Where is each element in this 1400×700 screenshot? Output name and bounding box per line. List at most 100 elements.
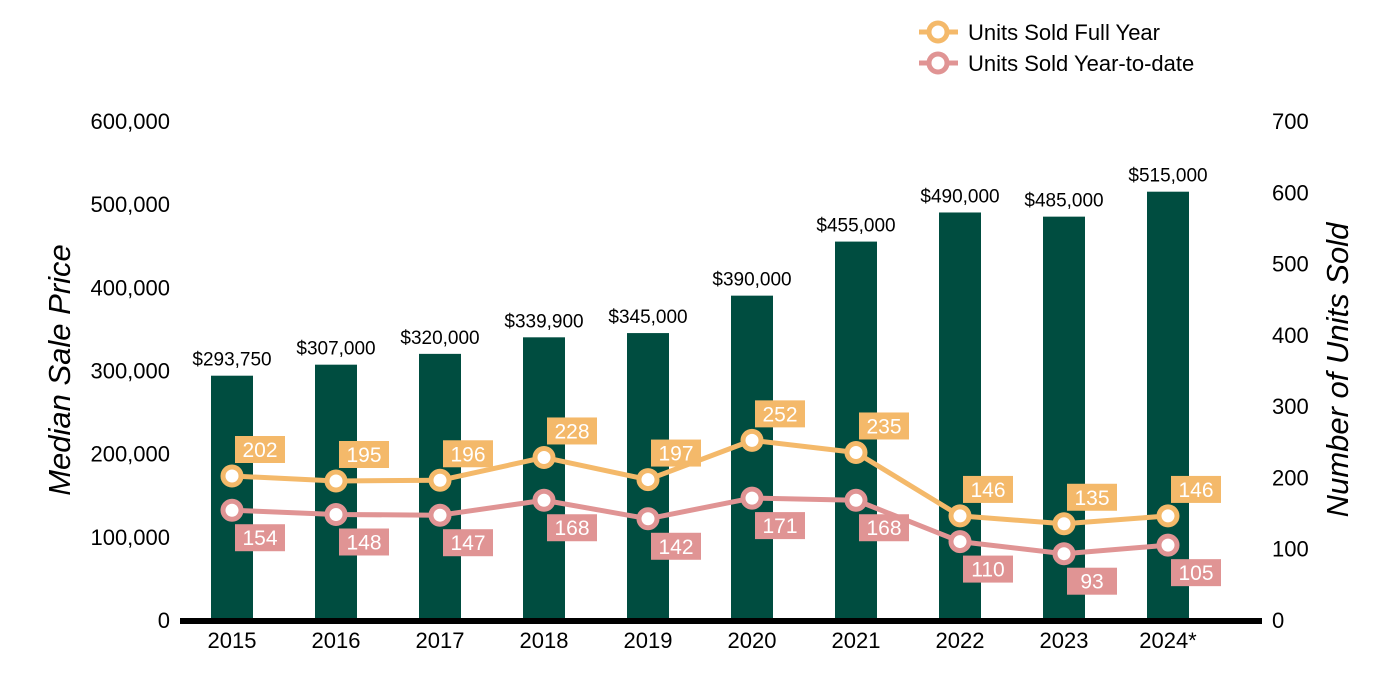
line-value-label: 148 [346, 531, 381, 554]
x-tick-label: 2023 [1040, 628, 1089, 653]
y2-tick-label: 300 [1272, 394, 1309, 419]
x-tick-label: 2019 [624, 628, 673, 653]
line-point [1052, 542, 1076, 566]
line-point [636, 507, 660, 531]
line-value-label: 93 [1080, 571, 1103, 594]
line-value-box [755, 400, 805, 428]
y2-tick-label: 700 [1272, 109, 1309, 134]
line-value-box [963, 555, 1013, 583]
bar-value-label: $320,000 [400, 328, 479, 349]
line-point [428, 503, 452, 527]
line-point [844, 488, 868, 512]
line-point [844, 440, 868, 464]
x-tick-label: 2015 [208, 628, 257, 653]
y2-tick-label: 400 [1272, 323, 1309, 348]
line-value-box [1067, 567, 1117, 595]
x-tick-label: 2018 [520, 628, 569, 653]
line-point [636, 468, 660, 492]
line-value-box [1067, 483, 1117, 511]
line-value-box [963, 475, 1013, 503]
bar-value-label: $345,000 [608, 307, 687, 328]
legend-swatch-marker [926, 51, 950, 75]
line-value-box [235, 524, 285, 552]
line-value-box [339, 528, 389, 556]
y2-tick-label: 0 [1272, 608, 1284, 633]
line-value-label: 146 [970, 479, 1005, 502]
line-value-label: 197 [658, 443, 693, 466]
line-value-box [651, 439, 701, 467]
series-line [231, 495, 1169, 557]
bar-value-label: $307,000 [296, 339, 375, 360]
line-value-label: 146 [1178, 479, 1213, 502]
bar [211, 375, 253, 620]
line-value-label: 168 [554, 517, 589, 540]
line-value-label: 228 [554, 420, 589, 443]
line-value-label: 235 [866, 415, 901, 438]
line-point [1052, 512, 1076, 536]
line-point [532, 445, 556, 469]
line-value-label: 168 [866, 517, 901, 540]
x-tick-label: 2017 [416, 628, 465, 653]
bar-value-label: $455,000 [816, 216, 895, 237]
bar-value-label: $490,000 [920, 186, 999, 207]
line-value-label: 154 [242, 527, 277, 550]
line-point [532, 488, 556, 512]
line-point [220, 464, 244, 488]
y-tick-label: 600,000 [90, 109, 170, 134]
bar-value-label: $515,000 [1128, 166, 1207, 187]
legend-swatch-marker [926, 20, 950, 44]
line-value-label: 110 [971, 559, 1004, 582]
bar-value-label: $293,750 [192, 350, 271, 371]
line-value-box [651, 532, 701, 560]
line-point [740, 486, 764, 510]
line-point [948, 530, 972, 554]
y2-tick-label: 100 [1272, 537, 1309, 562]
line-value-box [443, 529, 493, 557]
line-value-label: 147 [450, 532, 485, 555]
line-value-box [755, 512, 805, 540]
line-value-box [1171, 475, 1221, 503]
line-value-box [859, 514, 909, 542]
y-tick-label: 400,000 [90, 275, 170, 300]
line-value-label: 105 [1178, 562, 1213, 585]
line-point [1156, 504, 1180, 528]
line-value-label: 135 [1074, 487, 1109, 510]
y-tick-label: 100,000 [90, 525, 170, 550]
line-value-label: 252 [762, 403, 797, 426]
y-tick-label: 500,000 [90, 192, 170, 217]
x-tick-label: 2016 [312, 628, 361, 653]
bar-value-label: $485,000 [1024, 191, 1103, 212]
y-tick-label: 300,000 [90, 359, 170, 384]
line-value-label: 202 [242, 439, 277, 462]
bar-value-label: $390,000 [712, 270, 791, 291]
line-value-box [859, 412, 909, 440]
y-tick-label: 200,000 [90, 442, 170, 467]
line-point [428, 468, 452, 492]
line-value-label: 195 [346, 444, 381, 467]
x-tick-label: 2020 [728, 628, 777, 653]
x-tick-label: 2021 [832, 628, 881, 653]
line-value-box [1171, 559, 1221, 587]
line-point [220, 498, 244, 522]
y2-tick-label: 200 [1272, 465, 1309, 490]
x-tick-label: 2024* [1139, 628, 1197, 653]
bar [523, 337, 565, 620]
line-value-box [235, 436, 285, 464]
y2-tick-label: 600 [1272, 180, 1309, 205]
y-axis-title: Median Sale Price [42, 244, 77, 496]
line-point [740, 428, 764, 452]
legend-label: Units Sold Full Year [968, 20, 1160, 45]
line-value-box [339, 440, 389, 468]
plot-area: 0 100,000 200,000 300,000 400,000 500,000 600,… [90, 20, 1308, 653]
line-value-box [547, 514, 597, 542]
line-value-label: 142 [658, 536, 693, 559]
line-point [1156, 533, 1180, 557]
y-tick-label: 0 [158, 608, 170, 633]
line-point [324, 502, 348, 526]
y2-tick-label: 500 [1272, 252, 1309, 277]
line-value-box [547, 417, 597, 445]
line-value-box [443, 440, 493, 468]
line-value-label: 171 [762, 515, 797, 538]
bar [731, 295, 773, 620]
